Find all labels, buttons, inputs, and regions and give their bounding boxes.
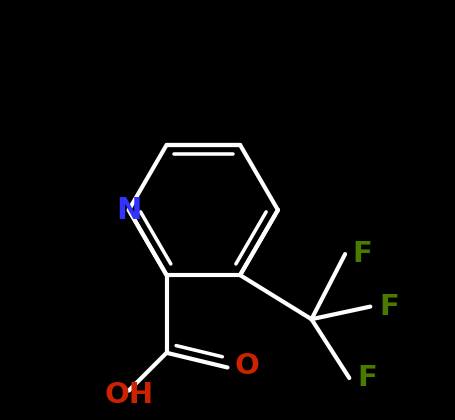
Text: O: O	[234, 352, 259, 380]
Text: F: F	[353, 240, 373, 268]
Text: N: N	[116, 195, 142, 225]
Text: OH: OH	[104, 381, 153, 409]
Text: F: F	[357, 364, 377, 392]
Text: F: F	[379, 293, 399, 320]
